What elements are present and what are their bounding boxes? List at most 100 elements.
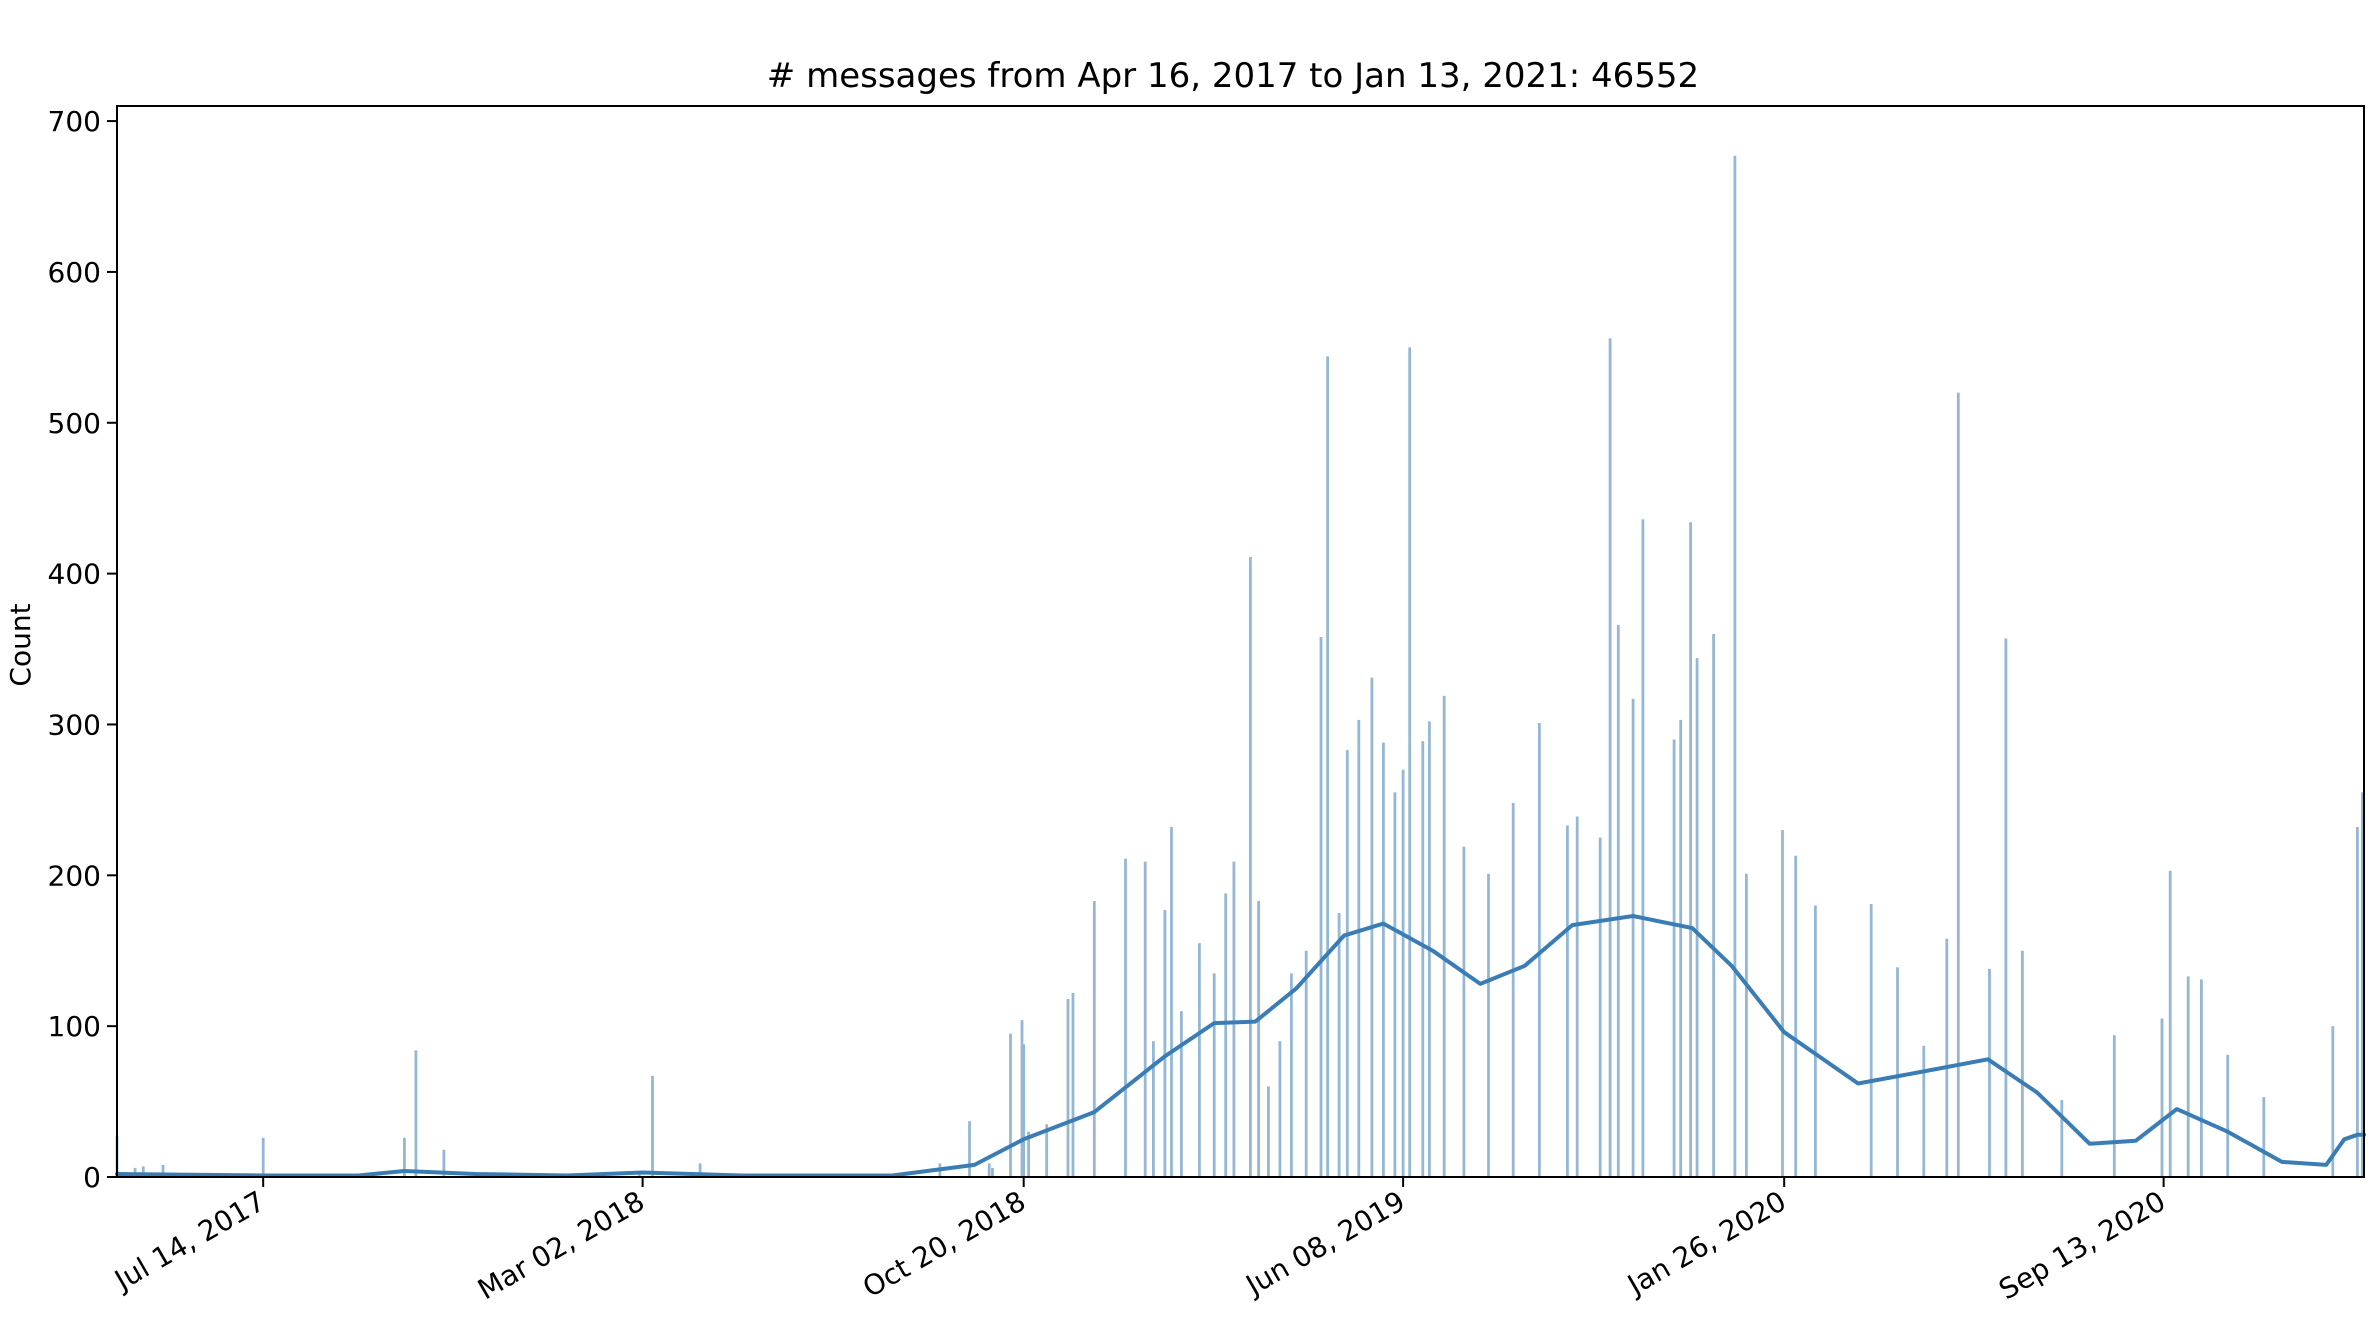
- histogram-bar: [1020, 1020, 1024, 1177]
- histogram-bar: [2331, 1026, 2335, 1177]
- y-tick-label: 400: [48, 558, 101, 591]
- y-tick-label: 300: [48, 708, 101, 741]
- histogram-bar: [1421, 741, 1425, 1177]
- chart-title: # messages from Apr 16, 2017 to Jan 13, …: [767, 56, 1699, 96]
- histogram-bar: [1598, 837, 1602, 1177]
- kde-line: [115, 914, 2366, 1178]
- histogram-bar: [1575, 816, 1579, 1177]
- histogram-bar: [1616, 624, 1620, 1177]
- histogram-bar: [698, 1163, 702, 1177]
- histogram-bar: [1956, 392, 1960, 1178]
- histogram-bar: [1401, 769, 1405, 1177]
- histogram-bar: [651, 1075, 654, 1177]
- x-tick-label: Sep 13, 2020: [1993, 1184, 2171, 1306]
- histogram-bar: [1511, 802, 1515, 1177]
- bars-layer: [115, 155, 2364, 1178]
- histogram-bar: [2021, 950, 2024, 1177]
- histogram-bar: [1408, 347, 1412, 1177]
- histogram-bar: [161, 1164, 165, 1177]
- histogram-bar: [1631, 698, 1635, 1177]
- histogram-bar: [1945, 938, 1949, 1177]
- histogram-bar: [1071, 993, 1075, 1177]
- histogram-bar: [442, 1149, 446, 1177]
- plot-frame: [116, 105, 2365, 1178]
- histogram-bar: [1393, 792, 1397, 1177]
- y-tick-label: 0: [83, 1161, 101, 1194]
- y-tick-label: 200: [48, 859, 101, 892]
- histogram-bar: [1896, 967, 1899, 1177]
- histogram-bar: [1092, 901, 1096, 1177]
- histogram-bar: [1152, 1041, 1155, 1177]
- histogram-bar: [1249, 557, 1252, 1177]
- histogram-bar: [1794, 855, 1798, 1177]
- histogram-bar: [2262, 1097, 2266, 1177]
- histogram-bar: [414, 1050, 418, 1177]
- histogram-bar: [1814, 905, 1817, 1177]
- histogram-bar: [1487, 873, 1490, 1177]
- histogram-bar: [1382, 742, 1385, 1177]
- histogram-bar: [1143, 861, 1147, 1177]
- histogram-bar: [1278, 1041, 1282, 1177]
- histogram-bar: [1124, 858, 1127, 1177]
- histogram-bar: [2112, 1035, 2116, 1177]
- histogram-bar: [261, 1137, 265, 1177]
- y-axis-label: Count: [4, 603, 37, 686]
- histogram-bar: [141, 1166, 145, 1177]
- histogram-bar: [2361, 792, 2364, 1177]
- y-tick-label: 100: [48, 1010, 101, 1043]
- histogram-bar: [1180, 1011, 1183, 1177]
- histogram-bar: [1988, 968, 1991, 1177]
- histogram-bar: [1045, 1124, 1049, 1177]
- histogram-bar: [1679, 719, 1683, 1177]
- histogram-bar: [1781, 830, 1784, 1177]
- histogram-bar: [1212, 973, 1216, 1177]
- histogram-bar: [2356, 827, 2359, 1177]
- histogram-bar: [1290, 973, 1293, 1177]
- histogram-bar: [1566, 825, 1569, 1177]
- histogram-bar: [1695, 658, 1699, 1177]
- y-tick-label: 600: [48, 256, 101, 289]
- histogram-bar: [1922, 1045, 1926, 1177]
- x-tick-label: Jan 26, 2020: [1620, 1184, 1791, 1302]
- histogram-bar: [1163, 910, 1167, 1177]
- histogram-bar: [2160, 1018, 2164, 1177]
- histogram-bar: [1641, 519, 1645, 1177]
- histogram-bar: [1232, 861, 1236, 1177]
- histogram-bar: [1745, 873, 1748, 1177]
- histogram-bar: [1224, 893, 1228, 1177]
- x-tick-label: Jun 08, 2019: [1239, 1184, 1411, 1302]
- histogram-bar: [968, 1121, 971, 1177]
- histogram-bar: [1170, 827, 1173, 1177]
- histogram-bar: [1357, 719, 1361, 1177]
- histogram-bar: [1869, 904, 1873, 1177]
- histogram-bar: [991, 1167, 994, 1177]
- histogram-bar: [1672, 739, 1676, 1177]
- y-tick-label: 500: [48, 407, 101, 440]
- histogram-bar: [2060, 1100, 2064, 1177]
- histogram-bar: [1022, 1044, 1026, 1177]
- histogram-bar: [1345, 750, 1349, 1177]
- histogram-bar: [1326, 356, 1329, 1177]
- kde-layer: [115, 914, 2366, 1178]
- histogram-bar: [1009, 1033, 1012, 1177]
- x-tick-label: Jul 14, 2017: [108, 1184, 271, 1297]
- histogram-bar: [1462, 846, 1466, 1177]
- histogram-bar: [403, 1137, 406, 1177]
- y-axis: 0 100 200 300 400 500 600 700: [48, 105, 117, 1194]
- histogram-bar: [1066, 999, 1070, 1177]
- x-tick-label: Oct 20, 2018: [857, 1184, 1031, 1304]
- histogram-bar: [2226, 1054, 2230, 1177]
- histogram-bar: [2168, 870, 2172, 1177]
- histogram-bar: [1608, 338, 1612, 1177]
- histogram-bar: [1689, 522, 1692, 1177]
- histogram-bar: [1304, 950, 1308, 1177]
- histogram-bar: [1538, 723, 1541, 1177]
- histogram-bar: [1198, 943, 1201, 1177]
- histogram-bar: [987, 1163, 991, 1177]
- histogram-bar: [1319, 637, 1323, 1177]
- x-axis: Jul 14, 2017 Mar 02, 2018 Oct 20, 2018 Jun …: [108, 1177, 2171, 1306]
- histogram-bar: [1337, 913, 1341, 1177]
- histogram-bar: [2200, 979, 2203, 1177]
